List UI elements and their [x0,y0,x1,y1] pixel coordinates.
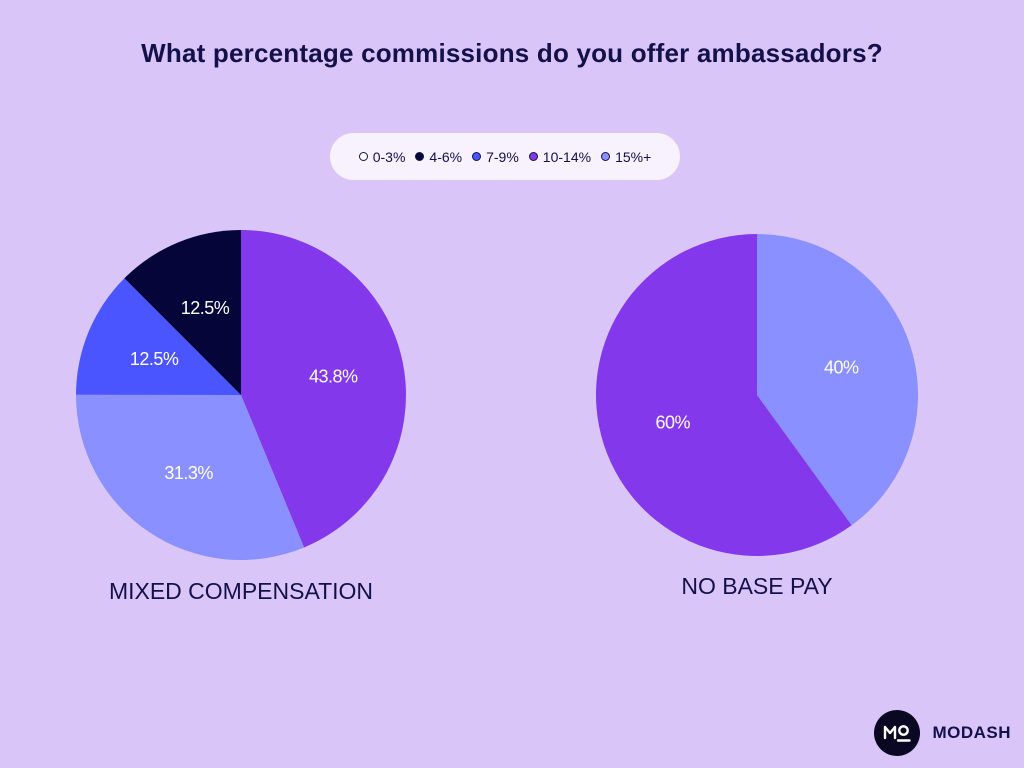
pie-chart-no-base-pay: 40% 60% [596,234,918,556]
legend-label: 0-3% [372,148,406,165]
brand: MODASH [874,710,1011,756]
legend: 0-3% 4-6% 7-9% 10-14% 15%+ [330,133,680,180]
modash-logo-icon [874,710,921,756]
pie-slice [124,230,241,395]
pie-slice-label: 12.5% [181,298,230,318]
legend-item: 0-3% [358,148,406,165]
chart-title: What percentage commissions do you offer… [141,38,883,68]
pie-caption-no-base-pay: NO BASE PAY [681,573,833,599]
legend-swatch [601,152,611,161]
pie-slice [241,230,406,548]
legend-label: 7-9% [486,148,519,165]
pie-slice-label: 40% [824,358,859,378]
legend-swatch [528,152,538,161]
pie-chart-mixed-compensation: 43.8% 31.3% 12.5% 12.5% [75,230,406,560]
pie-slice [596,234,852,556]
pie-slice [75,394,305,560]
pie-slice-label: 43.8% [309,367,358,387]
pie-caption-mixed-compensation: MIXED COMPENSATION [108,578,374,604]
pie-slice [76,278,241,395]
legend-swatch [358,152,368,161]
legend-item: 4-6% [415,149,462,165]
legend-item: 15%+ [601,149,651,165]
pie-slice-label: 12.5% [130,349,179,369]
legend-label: 15%+ [615,148,652,165]
pie-slice-label: 60% [656,412,691,432]
brand-name: MODASH [932,723,1011,742]
pie-slice-label: 31.3% [164,463,213,483]
legend-swatch [415,152,425,161]
legend-label: 10-14% [542,148,592,165]
legend-item: 10-14% [528,148,592,165]
pie-slice [757,234,918,526]
legend-swatch [472,152,482,161]
legend-item: 7-9% [472,149,519,165]
legend-label: 4-6% [429,148,463,165]
